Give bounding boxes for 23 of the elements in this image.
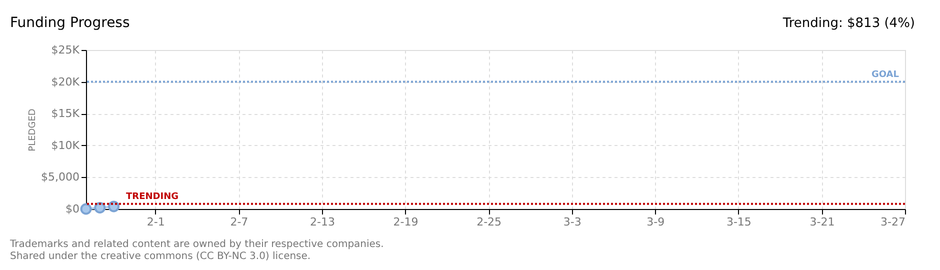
- x-tick-label: 3-15: [726, 216, 752, 228]
- y-tick-label: $0: [66, 202, 80, 216]
- x-tick-label: 2-7: [230, 216, 248, 228]
- y-tick-label: $10K: [51, 138, 80, 152]
- x-tick-label: 2-19: [393, 216, 418, 228]
- ref-line-label: GOAL: [872, 70, 900, 80]
- x-tick-label: 2-13: [310, 216, 335, 228]
- x-tick-label: 3-27: [880, 216, 906, 228]
- text: Trademarks and related content are owned by their respective companies.: [9, 239, 384, 250]
- y-tick-label: $20K: [51, 75, 80, 88]
- text: Shared under the creative commons (CC BY-NC 3.0) license.: [10, 251, 311, 262]
- x-tick-label: 2-1: [146, 216, 165, 228]
- y-tick-label: $5,000: [41, 170, 80, 184]
- text: Trending: $813 (4%): [782, 16, 915, 31]
- x-tick-label: 3-3: [563, 216, 582, 228]
- y-tick-label: $25K: [51, 44, 80, 56]
- chart-title: Funding Progress: [10, 15, 130, 31]
- ref-line-label: TRENDING: [126, 192, 178, 202]
- x-tick-label: 3-21: [810, 216, 835, 228]
- y-tick-label: $15K: [51, 107, 80, 120]
- x-tick-label: 2-25: [476, 216, 502, 228]
- y-axis-title: PLEDGED: [28, 108, 38, 152]
- x-tick-label: 3-9: [646, 216, 665, 228]
